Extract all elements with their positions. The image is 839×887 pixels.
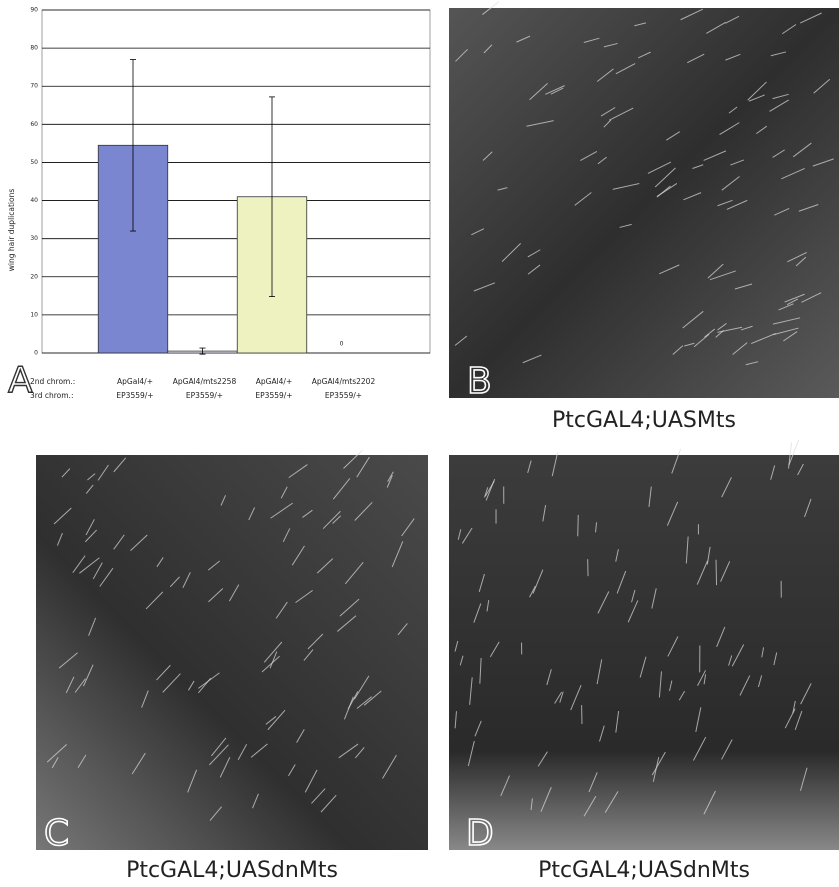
x-tick-label: EP3559/+: [186, 391, 223, 400]
y-axis-label: wing hair duplications: [7, 189, 16, 272]
panel-label: D: [466, 813, 494, 854]
panel-caption: PtcGAL4;UASMts: [552, 408, 736, 433]
y-tick-label: 70: [30, 83, 38, 90]
y-tick-label: 40: [30, 197, 38, 204]
x-tick-label: ApGal4/+: [117, 377, 153, 386]
panel-label: B: [467, 361, 492, 402]
sem-image: [36, 455, 428, 850]
x-tick-label: ApGAl4/mts2258: [173, 377, 237, 386]
y-tick-label: 0: [34, 350, 38, 357]
figure: wing hair duplications A 2nd chrom.: 3rd…: [0, 0, 839, 883]
x-tick-label: ApGAl4/mts2202: [312, 377, 376, 386]
hair: [716, 560, 717, 585]
hair: [578, 515, 579, 536]
y-tick-label: 30: [30, 235, 38, 242]
value-label: 0: [340, 341, 344, 348]
sem-image: [449, 8, 839, 398]
x-tick-label: EP3559/+: [325, 391, 362, 400]
y-tick-label: 50: [30, 159, 38, 166]
sem-image: [449, 455, 839, 850]
x-tick-label: ApGAl4/+: [256, 377, 293, 386]
row-label: 3rd chrom.:: [30, 391, 73, 400]
y-tick-label: 90: [30, 7, 38, 14]
panel-label: C: [44, 813, 69, 854]
panel-caption: PtcGAL4;UASdnMts: [126, 858, 338, 883]
panel-caption: PtcGAL4;UASdnMts: [538, 858, 750, 883]
x-tick-label: EP3559/+: [116, 391, 153, 400]
x-tick-label: EP3559/+: [255, 391, 292, 400]
y-tick-label: 60: [30, 121, 38, 128]
y-tick-label: 10: [30, 311, 38, 318]
y-tick-label: 80: [30, 45, 38, 52]
y-tick-label: 20: [30, 273, 38, 280]
row-label: 2nd chrom.:: [30, 377, 75, 386]
